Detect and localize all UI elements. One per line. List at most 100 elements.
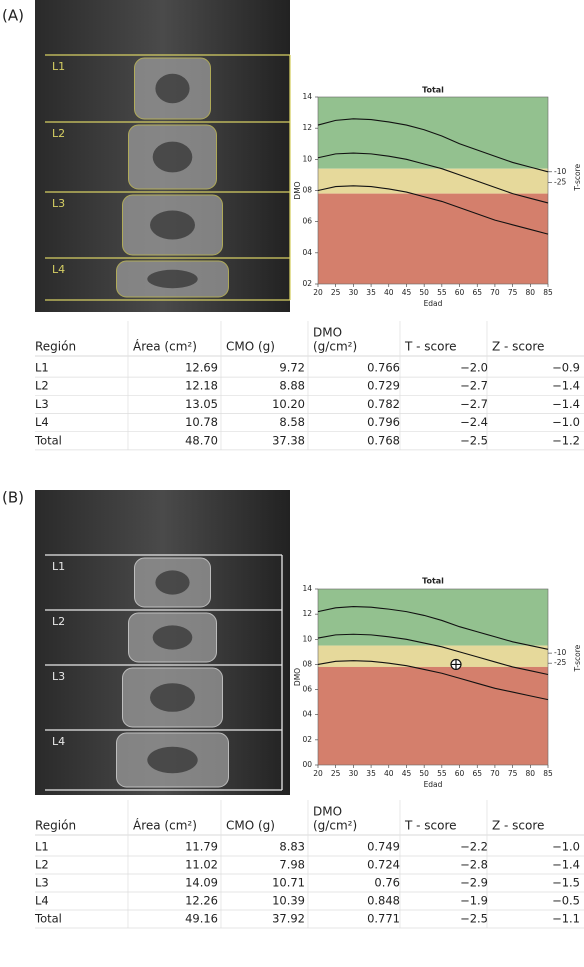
x-tick-label: 40 xyxy=(384,769,394,778)
x-tick-label: 65 xyxy=(472,288,482,297)
table-cell: 7.98 xyxy=(279,858,305,872)
table-cell: −0.9 xyxy=(552,361,580,375)
chart-title: Total xyxy=(422,577,444,586)
table-cell: −1.4 xyxy=(552,397,580,411)
y2-tick-label: -10 xyxy=(554,648,566,657)
x-tick-label: 75 xyxy=(508,288,518,297)
x-tick-label: 25 xyxy=(331,769,341,778)
x-tick-label: 50 xyxy=(419,769,429,778)
table-cell: L2 xyxy=(35,858,49,872)
vertebra-core xyxy=(147,746,198,774)
x-tick-label: 50 xyxy=(419,288,429,297)
curve xyxy=(317,660,549,701)
table-cell: −2.2 xyxy=(460,840,488,854)
band xyxy=(318,168,548,194)
x-tick-label: 85 xyxy=(543,288,553,297)
table-cell: 0.729 xyxy=(367,379,400,393)
y-tick-label: 12 xyxy=(302,609,312,618)
marker-cross xyxy=(451,659,461,670)
table-cell: 10.39 xyxy=(272,894,305,908)
x-tick-label: 25 xyxy=(331,288,341,297)
table-cell: 11.02 xyxy=(185,858,218,872)
y-tick-label: 08 xyxy=(302,186,312,195)
x-axis-label: Edad xyxy=(424,299,443,308)
table-cell: −1.0 xyxy=(552,840,580,854)
table-cell: 10.78 xyxy=(185,415,218,429)
table-cell: 0.76 xyxy=(374,876,400,890)
vertebra-core xyxy=(152,625,193,650)
table-header: T - score xyxy=(404,819,457,833)
table-cell: 0.724 xyxy=(367,858,400,872)
y2-tick-label: -25 xyxy=(554,178,566,187)
x-axis-label: Edad xyxy=(424,780,443,789)
table-cell: L3 xyxy=(35,876,49,890)
table-cell: 0.782 xyxy=(367,397,400,411)
table-cell: 8.58 xyxy=(279,415,305,429)
table-cell: −0.5 xyxy=(552,894,580,908)
region-label: L4 xyxy=(52,735,65,748)
table-header: CMO (g) xyxy=(226,819,275,833)
panel-label: (B) xyxy=(2,489,24,507)
x-tick-label: 40 xyxy=(384,288,394,297)
table-cell: 0.768 xyxy=(367,433,400,447)
table-cell: −2.7 xyxy=(460,397,488,411)
x-tick-label: 45 xyxy=(402,288,412,297)
x-tick-label: 60 xyxy=(455,769,465,778)
table-cell: L4 xyxy=(35,415,49,429)
y-axis-label: DMO xyxy=(293,668,302,686)
y-tick-label: 06 xyxy=(302,685,312,694)
plot-frame xyxy=(317,588,549,766)
region-label: L3 xyxy=(52,670,65,683)
region-label: L3 xyxy=(52,197,65,210)
table-cell: 0.766 xyxy=(367,361,400,375)
table-header: Región xyxy=(35,340,76,354)
band xyxy=(318,193,548,284)
table-header: Área (cm²) xyxy=(133,339,197,354)
x-tick-label: 45 xyxy=(402,769,412,778)
y-tick-label: 10 xyxy=(302,634,312,643)
table-cell: 10.20 xyxy=(272,397,305,411)
table-header: (g/cm²) xyxy=(313,340,357,354)
y-tick-label: 14 xyxy=(302,92,312,101)
table-header: (g/cm²) xyxy=(313,819,357,833)
table-cell: 49.16 xyxy=(185,912,218,926)
y-tick-label: 12 xyxy=(302,123,312,132)
vertebra-core xyxy=(150,683,195,712)
vertebra-core xyxy=(150,210,195,240)
y-tick-label: 06 xyxy=(302,217,312,226)
table-cell: L1 xyxy=(35,361,49,375)
table-cell: 12.18 xyxy=(185,379,218,393)
table-header: T - score xyxy=(404,340,457,354)
x-tick-label: 35 xyxy=(366,769,376,778)
x-tick-label: 70 xyxy=(490,769,500,778)
y2-axis-label: T-score xyxy=(573,163,582,191)
region-label: L2 xyxy=(52,127,65,140)
x-tick-label: 20 xyxy=(313,769,323,778)
table-cell: −2.5 xyxy=(460,433,488,447)
table-cell: 0.749 xyxy=(367,840,400,854)
x-tick-label: 35 xyxy=(366,288,376,297)
table-header: Z - score xyxy=(492,819,544,833)
panel-label: (A) xyxy=(2,7,24,25)
table-cell: −2.5 xyxy=(460,912,488,926)
table-cell: 11.79 xyxy=(185,840,218,854)
curve xyxy=(317,152,549,204)
table-cell: 12.69 xyxy=(185,361,218,375)
vertebra-core xyxy=(155,73,190,104)
vertebra-core xyxy=(152,141,193,173)
table-cell: 10.71 xyxy=(272,876,305,890)
y-tick-label: 04 xyxy=(302,248,312,257)
table-cell: 8.83 xyxy=(279,840,305,854)
table-cell: 14.09 xyxy=(185,876,218,890)
y-tick-label: 08 xyxy=(302,659,312,668)
patient-marker xyxy=(450,658,462,671)
x-tick-label: 55 xyxy=(437,769,447,778)
vertebra-core xyxy=(147,269,198,289)
curve xyxy=(317,633,549,676)
x-tick-label: 85 xyxy=(543,769,553,778)
region-label: L1 xyxy=(52,560,65,573)
x-tick-label: 30 xyxy=(349,288,359,297)
table-cell: 12.26 xyxy=(185,894,218,908)
table-cell: −1.9 xyxy=(460,894,488,908)
x-tick-label: 80 xyxy=(526,288,536,297)
